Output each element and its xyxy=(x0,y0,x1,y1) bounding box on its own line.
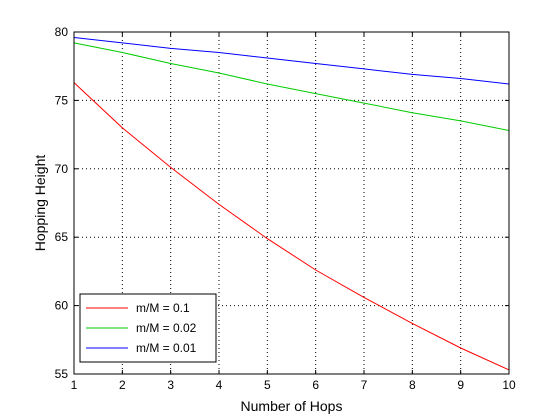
legend-label-1: m/M = 0.1 xyxy=(136,301,190,315)
x-tick-label: 3 xyxy=(167,378,174,392)
y-tick-label: 80 xyxy=(55,25,69,39)
x-tick-label: 4 xyxy=(216,378,223,392)
x-tick-label: 5 xyxy=(264,378,271,392)
x-tick-label: 6 xyxy=(312,378,319,392)
legend-label-3: m/M = 0.01 xyxy=(136,341,197,355)
legend: m/M = 0.1 m/M = 0.02 m/M = 0.01 xyxy=(79,293,217,363)
x-tick-label: 7 xyxy=(361,378,368,392)
ticks: 1 2 3 4 5 6 7 8 9 10 55 60 65 70 75 80 xyxy=(55,25,516,392)
series-lines xyxy=(73,37,510,371)
series-line-3 xyxy=(73,37,510,85)
x-tick-label: 1 xyxy=(71,378,78,392)
x-tick-label: 2 xyxy=(119,378,126,392)
y-tick-label: 55 xyxy=(55,367,69,381)
y-tick-label: 70 xyxy=(55,162,69,176)
x-tick-label: 8 xyxy=(409,378,416,392)
y-tick-label: 75 xyxy=(55,93,69,107)
x-tick-label: 10 xyxy=(502,378,516,392)
y-axis-title: Hopping Height xyxy=(32,155,48,252)
y-tick-label: 60 xyxy=(55,299,69,313)
x-tick-label: 9 xyxy=(457,378,464,392)
x-axis-title: Number of Hops xyxy=(241,398,343,414)
axes-frame xyxy=(73,31,510,375)
legend-label-2: m/M = 0.02 xyxy=(136,321,197,335)
y-tick-label: 65 xyxy=(55,230,69,244)
series-line-1 xyxy=(73,82,510,371)
series-line-2 xyxy=(73,42,510,131)
